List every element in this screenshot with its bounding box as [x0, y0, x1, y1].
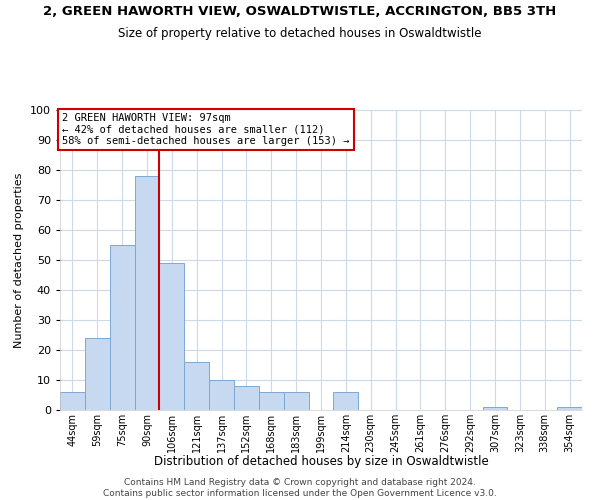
- Bar: [85, 338, 110, 410]
- Bar: [482, 407, 508, 410]
- Text: Contains HM Land Registry data © Crown copyright and database right 2024.
Contai: Contains HM Land Registry data © Crown c…: [103, 478, 497, 498]
- Y-axis label: Number of detached properties: Number of detached properties: [14, 172, 25, 348]
- Bar: [160, 263, 184, 410]
- Bar: [259, 392, 284, 410]
- Bar: [284, 392, 308, 410]
- Bar: [334, 392, 358, 410]
- Bar: [110, 245, 134, 410]
- Bar: [134, 176, 160, 410]
- Text: 2 GREEN HAWORTH VIEW: 97sqm
← 42% of detached houses are smaller (112)
58% of se: 2 GREEN HAWORTH VIEW: 97sqm ← 42% of det…: [62, 113, 350, 146]
- Bar: [184, 362, 209, 410]
- Text: Distribution of detached houses by size in Oswaldtwistle: Distribution of detached houses by size …: [154, 455, 488, 468]
- Text: 2, GREEN HAWORTH VIEW, OSWALDTWISTLE, ACCRINGTON, BB5 3TH: 2, GREEN HAWORTH VIEW, OSWALDTWISTLE, AC…: [43, 5, 557, 18]
- Text: Size of property relative to detached houses in Oswaldtwistle: Size of property relative to detached ho…: [118, 28, 482, 40]
- Bar: [60, 392, 85, 410]
- Bar: [209, 380, 234, 410]
- Bar: [234, 386, 259, 410]
- Bar: [557, 407, 582, 410]
